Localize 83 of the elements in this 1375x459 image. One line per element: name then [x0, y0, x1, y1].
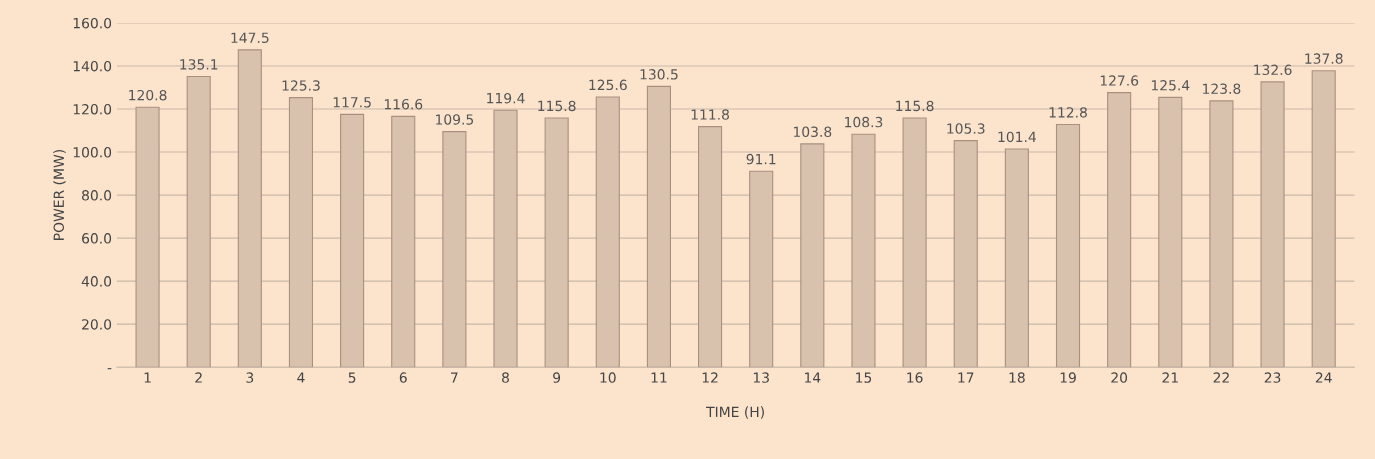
data-label: 116.6: [384, 98, 423, 110]
x-tick-label: 5: [348, 372, 356, 383]
data-label: 130.5: [640, 69, 678, 80]
x-tick-label: 10: [600, 372, 616, 383]
data-label: 135.1: [180, 59, 218, 70]
bar: [749, 170, 774, 368]
bar: [697, 126, 723, 368]
x-tick-label: 13: [753, 372, 769, 383]
y-tick-label: -: [107, 368, 112, 370]
data-label: 125.4: [1151, 80, 1190, 91]
data-label: 120.8: [129, 89, 167, 101]
x-tick-label: 8: [502, 372, 509, 383]
data-label: 137.8: [1305, 53, 1343, 64]
data-label: 109.5: [436, 114, 474, 125]
x-tick-label: 14: [805, 372, 821, 383]
data-label: 91.1: [746, 153, 776, 165]
data-label: 132.6: [1254, 64, 1292, 76]
data-label: 105.3: [947, 123, 985, 134]
x-tick-label: 23: [1264, 372, 1281, 383]
bar: [646, 85, 671, 368]
data-label: 108.3: [845, 116, 883, 128]
x-tick-label: 24: [1315, 372, 1332, 383]
y-axis-title: POWER (MW): [53, 150, 66, 240]
x-tick-label: 12: [702, 372, 718, 383]
y-tick-label: 120.0: [73, 103, 112, 115]
bar: [595, 96, 620, 368]
data-label: 117.5: [333, 97, 371, 108]
y-tick-label: 100.0: [73, 147, 112, 158]
bar: [851, 133, 876, 368]
bar: [442, 131, 467, 368]
bar: [1209, 100, 1234, 368]
y-tick-label: 20.0: [82, 319, 112, 330]
x-tick-label: 9: [553, 372, 561, 383]
y-tick-label: 140.0: [73, 60, 112, 72]
bar: [1260, 81, 1285, 368]
y-tick-label: 60.0: [82, 233, 112, 244]
data-label: 112.8: [1049, 107, 1087, 118]
x-axis-title: TIME (H): [706, 406, 764, 419]
bar: [1311, 70, 1336, 368]
bar: [340, 113, 365, 368]
x-tick-label: 7: [451, 372, 458, 383]
x-tick-label: 15: [856, 372, 872, 383]
bar: [391, 115, 416, 368]
data-label: 101.4: [998, 131, 1036, 143]
bar: [493, 109, 518, 368]
data-label: 125.6: [589, 79, 627, 91]
data-label: 103.8: [793, 126, 832, 138]
data-label: 125.3: [282, 80, 320, 91]
y-tick-label: 160.0: [73, 17, 112, 29]
x-tick-label: 20: [1111, 372, 1128, 383]
bar: [544, 117, 569, 368]
x-tick-label: 3: [246, 372, 254, 383]
data-label: 123.8: [1203, 83, 1241, 94]
x-tick-label: 17: [958, 372, 974, 383]
x-tick-label: 21: [1162, 372, 1178, 383]
y-tick-label: 80.0: [82, 190, 112, 201]
x-tick-label: 11: [651, 372, 667, 383]
x-tick-label: 2: [195, 372, 202, 383]
x-tick-label: 22: [1213, 372, 1229, 383]
data-label: 115.8: [896, 100, 934, 112]
bar: [186, 75, 211, 368]
bar: [135, 106, 160, 368]
bar: [800, 143, 825, 368]
data-label: 111.8: [691, 109, 729, 120]
bar: [1107, 92, 1132, 368]
bar: [953, 140, 978, 368]
bar: [288, 97, 314, 368]
x-tick-label: 16: [907, 372, 923, 383]
bar: [1055, 123, 1081, 368]
data-label: 147.5: [231, 32, 269, 43]
bar: [1004, 148, 1029, 368]
data-label: 115.8: [538, 100, 576, 112]
x-tick-label: 6: [399, 372, 407, 383]
x-tick-label: 18: [1009, 372, 1025, 383]
data-label: 127.6: [1100, 75, 1139, 86]
x-tick-label: 4: [297, 372, 305, 383]
x-tick-label: 1: [144, 372, 151, 383]
y-tick-label: 40.0: [81, 276, 112, 287]
bar: [237, 49, 262, 368]
data-label: 119.4: [487, 92, 525, 104]
x-tick-label: 19: [1060, 372, 1076, 383]
bar: [1158, 96, 1183, 368]
bar: [902, 117, 927, 368]
